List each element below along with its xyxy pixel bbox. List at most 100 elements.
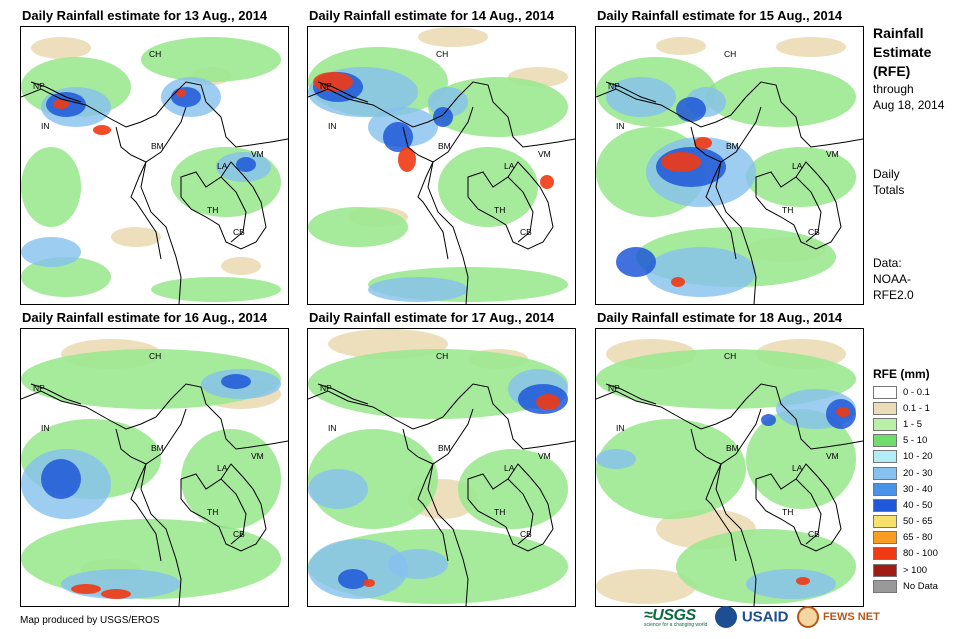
country-label: NP: [608, 383, 620, 393]
country-label: BM: [726, 443, 739, 453]
rainfall-map: CH NP IN BM LA VM TH CB: [595, 26, 864, 305]
legend-label: > 100: [903, 564, 928, 576]
country-border: [308, 81, 575, 148]
rain-area-tan: [596, 569, 696, 604]
legend-swatch: [873, 482, 897, 496]
country-border: [507, 478, 534, 545]
rain-area-green: [746, 409, 856, 509]
rainfall-map: CH NP IN BM LA VM TH CB: [307, 26, 576, 305]
legend-label: 1 - 5: [903, 418, 923, 430]
usaid-logo: USAID: [715, 606, 789, 628]
country-label: CB: [520, 227, 532, 237]
country-border: [596, 81, 863, 148]
country-border: [220, 478, 247, 545]
legend-label: 5 - 10: [903, 435, 928, 447]
country-border: [755, 161, 842, 250]
legend-swatch: [873, 450, 897, 464]
legend-item: 5 - 10: [873, 433, 938, 449]
country-border: [317, 383, 369, 405]
country-label: NP: [33, 81, 45, 91]
legend-label: 30 - 40: [903, 483, 933, 495]
country-border: [30, 81, 82, 103]
rain-area-dark: [761, 414, 776, 426]
rain-area-green: [308, 207, 408, 247]
rain-area-green: [181, 429, 281, 529]
panel-title: Daily Rainfall estimate for 18 Aug., 201…: [597, 310, 843, 325]
rain-area-green: [308, 349, 568, 419]
usaid-logo-text: USAID: [741, 608, 789, 626]
usgs-logo-text: ≈USGS: [644, 606, 696, 624]
country-label: CH: [724, 49, 736, 59]
panel-title: Daily Rainfall estimate for 14 Aug., 201…: [309, 8, 555, 23]
country-border: [605, 383, 657, 405]
country-label: TH: [782, 507, 793, 517]
rain-area-green: [596, 419, 746, 519]
country-border: [21, 81, 288, 148]
data-line: NOAA-: [873, 272, 912, 286]
country-label: NP: [608, 81, 620, 91]
legend-item: 20 - 30: [873, 465, 938, 481]
country-label: IN: [41, 121, 50, 131]
fews-logo: FEWS NET: [796, 606, 880, 628]
rain-area-green: [141, 37, 281, 82]
usaid-seal-icon: [715, 606, 738, 628]
map-canvas: CH NP IN BM LA VM TH CB: [21, 339, 288, 606]
legend-swatch: [873, 417, 897, 431]
country-label: IN: [616, 121, 625, 131]
legend-item: 0 - 0.1: [873, 384, 938, 400]
rain-area-tan: [776, 37, 846, 57]
title-line: (RFE): [873, 63, 911, 79]
country-label: CH: [436, 351, 448, 361]
logo-strip: ≈USGS science for a changing world USAID…: [644, 606, 888, 628]
totals-line: Daily: [873, 167, 900, 181]
country-border: [795, 478, 822, 545]
country-label: LA: [792, 463, 803, 473]
country-label: IN: [328, 423, 337, 433]
country-label: LA: [504, 463, 515, 473]
legend-label: 20 - 30: [903, 467, 933, 479]
totals-line: Totals: [873, 183, 905, 197]
rain-area-blue: [596, 449, 636, 469]
country-border: [140, 161, 182, 304]
country-label: TH: [494, 507, 505, 517]
title-line: Rainfall: [873, 25, 924, 41]
rain-area-green: [458, 449, 568, 529]
legend-label: 65 - 80: [903, 532, 933, 544]
country-border: [180, 161, 267, 250]
legend-label: 50 - 65: [903, 516, 933, 528]
country-label: CH: [724, 351, 736, 361]
rain-area-green: [308, 349, 568, 419]
fews-logo-text: FEWS NET: [822, 611, 880, 623]
country-label: CH: [436, 49, 448, 59]
country-label: VM: [538, 149, 551, 159]
legend-swatch: [873, 498, 897, 512]
legend-swatch: [873, 563, 897, 577]
country-label: TH: [782, 205, 793, 215]
country-label: CB: [520, 529, 532, 539]
rain-area-dark: [383, 122, 413, 152]
legend-item: 10 - 20: [873, 449, 938, 465]
country-label: CB: [233, 529, 245, 539]
rain-area-blue: [388, 549, 448, 579]
rain-area-green: [706, 67, 856, 127]
rain-area-green: [458, 449, 568, 529]
country-label: NP: [320, 383, 332, 393]
rain-area-hot: [671, 277, 685, 287]
legend-label: 10 - 20: [903, 451, 933, 463]
panel-title: Daily Rainfall estimate for 15 Aug., 201…: [597, 8, 843, 23]
country-border: [467, 463, 554, 552]
rain-area-hot: [53, 99, 69, 109]
rain-area-green: [151, 277, 281, 302]
map-canvas: CH NP IN BM LA VM TH CB: [21, 37, 288, 304]
rain-area-hot: [176, 89, 186, 97]
rain-area-dark: [236, 157, 256, 172]
country-label: BM: [151, 141, 164, 151]
legend-title: RFE (mm): [873, 367, 930, 381]
rain-area-hot: [694, 137, 712, 149]
rain-area-green: [21, 257, 111, 297]
usgs-logo: ≈USGS science for a changing world: [644, 607, 707, 628]
country-border: [130, 463, 162, 562]
rain-area-blue: [746, 569, 836, 599]
legend-swatch: [873, 515, 897, 529]
panel-title: Daily Rainfall estimate for 13 Aug., 201…: [22, 8, 268, 23]
